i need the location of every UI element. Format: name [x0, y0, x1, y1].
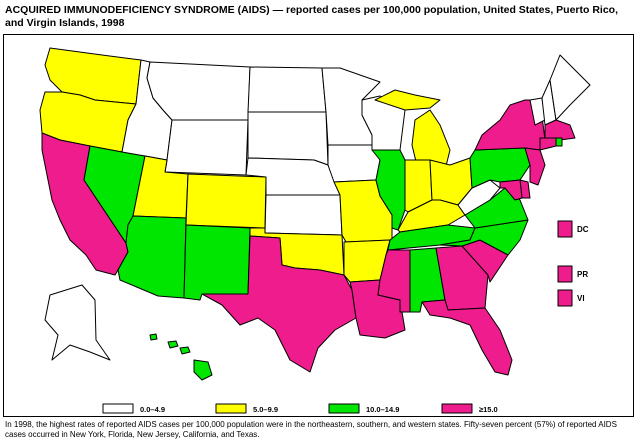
- legend-label-2: 5.0–9.9: [253, 405, 278, 414]
- hawaii-island-big: [193, 359, 213, 381]
- state-mi: [411, 109, 451, 171]
- map-footnote: In 1998, the highest rates of reported A…: [5, 420, 617, 439]
- map-frame: [3, 34, 634, 417]
- state-nd: [247, 66, 327, 113]
- legend-label-3: 10.0–14.9: [366, 405, 399, 414]
- territories: DC PR VI: [557, 220, 589, 307]
- state-ri: [555, 137, 563, 147]
- state-fl: [421, 299, 513, 376]
- legend-item-3: 10.0–14.9: [328, 403, 399, 414]
- state-ct: [539, 137, 557, 151]
- states-layer: [39, 47, 591, 381]
- state-ak: [44, 284, 111, 361]
- territory-dc: DC: [557, 220, 589, 238]
- state-az: [117, 215, 187, 299]
- state-ks: [264, 194, 343, 236]
- state-hi: [149, 333, 213, 381]
- state-sd: [247, 111, 329, 166]
- hawaii-island-1: [149, 333, 158, 341]
- legend-swatch-3: [328, 403, 360, 414]
- legend-swatch-2: [215, 403, 247, 414]
- territory-dc-label: DC: [577, 225, 589, 234]
- legend-item-2: 5.0–9.9: [215, 403, 278, 414]
- territory-vi-swatch: [557, 289, 573, 307]
- legend: 0.0–4.9 5.0–9.9 10.0–14.9 ≥15.0: [102, 403, 498, 414]
- state-tx: [201, 235, 357, 373]
- state-ma: [544, 119, 576, 141]
- legend-item-4: ≥15.0: [441, 403, 498, 414]
- legend-item-1: 0.0–4.9: [102, 403, 165, 414]
- state-il: [371, 149, 406, 231]
- state-ms: [377, 249, 411, 313]
- state-mi-up: [374, 89, 441, 111]
- state-nj: [524, 147, 546, 186]
- territory-pr: PR: [557, 265, 588, 283]
- territory-pr-label: PR: [577, 270, 588, 279]
- state-me: [549, 54, 591, 121]
- territory-dc-swatch: [557, 220, 573, 238]
- legend-label-4: ≥15.0: [479, 405, 498, 414]
- territory-vi: VI: [557, 289, 585, 307]
- legend-swatch-4: [441, 403, 473, 414]
- state-nm: [183, 224, 251, 301]
- map-title: ACQUIRED IMMUNODEFICIENCY SYNDROME (AIDS…: [5, 4, 618, 29]
- territory-pr-swatch: [557, 265, 573, 283]
- hawaii-island-2: [167, 340, 179, 349]
- state-co: [185, 173, 267, 229]
- legend-swatch-1: [102, 403, 134, 414]
- territory-vi-label: VI: [577, 294, 585, 303]
- state-wy: [164, 119, 249, 176]
- state-md: [499, 179, 523, 201]
- legend-label-1: 0.0–4.9: [140, 405, 165, 414]
- hawaii-island-3: [179, 346, 191, 355]
